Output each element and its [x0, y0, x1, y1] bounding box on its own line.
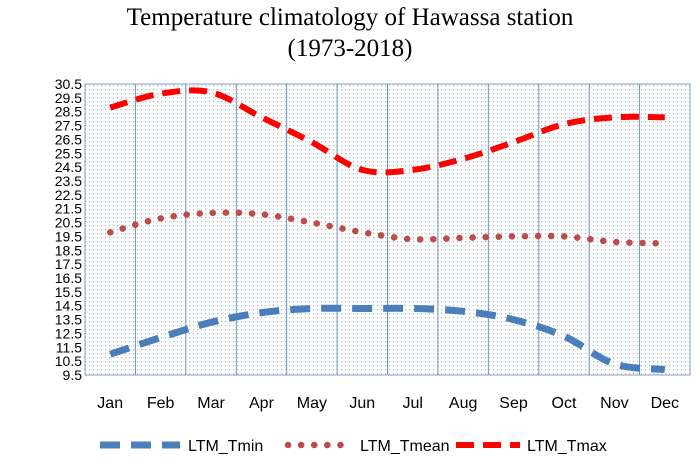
- series-line-ltm-tmin: [109, 304, 666, 373]
- series-line-ltm-tmax: [109, 87, 665, 176]
- y-tick-label: 29.5: [55, 90, 82, 106]
- x-axis-ticks: Jan Feb Mar Apr May Jun Jul Aug Sep Oct Nov Dec: [97, 395, 679, 412]
- y-tick-label: 24.5: [55, 159, 82, 175]
- chart-subtitle: (1973-2018): [287, 35, 413, 62]
- x-tick-label: Oct: [552, 395, 577, 412]
- y-tick-label: 22.5: [55, 187, 82, 203]
- vertical-grid: [134, 84, 641, 375]
- x-tick-label: Dec: [651, 395, 679, 412]
- x-tick-label: Jun: [349, 395, 375, 412]
- legend: LTM_Tmin LTM_Tmean LTM_Tmax: [100, 438, 607, 455]
- x-tick-label: May: [297, 395, 327, 412]
- y-tick-label: 23.5: [55, 173, 82, 189]
- y-tick-label: 13.5: [55, 312, 82, 328]
- legend-label: LTM_Tmin: [188, 438, 263, 455]
- y-tick-label: 18.5: [55, 242, 82, 258]
- y-tick-label: 20.5: [55, 215, 82, 231]
- y-tick-label: 10.5: [55, 353, 82, 369]
- y-tick-label: 17.5: [55, 256, 82, 272]
- y-tick-label: 9.5: [63, 367, 83, 383]
- x-tick-label: Jan: [97, 395, 123, 412]
- legend-label: LTM_Tmax: [527, 438, 607, 455]
- y-tick-label: 27.5: [55, 118, 82, 134]
- chart-title-block: Temperature climatology of Hawassa stati…: [0, 2, 700, 64]
- x-tick-label: Sep: [499, 395, 528, 412]
- y-tick-label: 30.5: [55, 76, 82, 92]
- x-tick-label: Apr: [249, 395, 275, 412]
- y-tick-label: 26.5: [55, 131, 82, 147]
- y-axis-ticks: 30.529.528.527.526.525.524.523.522.521.5…: [55, 76, 82, 383]
- y-tick-label: 14.5: [55, 298, 82, 314]
- x-tick-label: Nov: [600, 395, 628, 412]
- y-tick-label: 28.5: [55, 104, 82, 120]
- x-tick-label: Feb: [147, 395, 175, 412]
- x-tick-label: Jul: [402, 395, 422, 412]
- chart-title: Temperature climatology of Hawassa stati…: [126, 4, 574, 31]
- y-tick-label: 25.5: [55, 145, 82, 161]
- y-tick-label: 15.5: [55, 284, 82, 300]
- y-tick-label: 16.5: [55, 270, 82, 286]
- legend-label: LTM_Tmean: [360, 438, 450, 455]
- x-tick-label: Aug: [449, 395, 477, 412]
- y-tick-label: 21.5: [55, 201, 82, 217]
- x-tick-label: Mar: [197, 395, 225, 412]
- series-layer: [106, 87, 669, 373]
- y-tick-label: 11.5: [56, 339, 82, 355]
- y-tick-label: 12.5: [55, 325, 82, 341]
- y-tick-label: 19.5: [55, 228, 82, 244]
